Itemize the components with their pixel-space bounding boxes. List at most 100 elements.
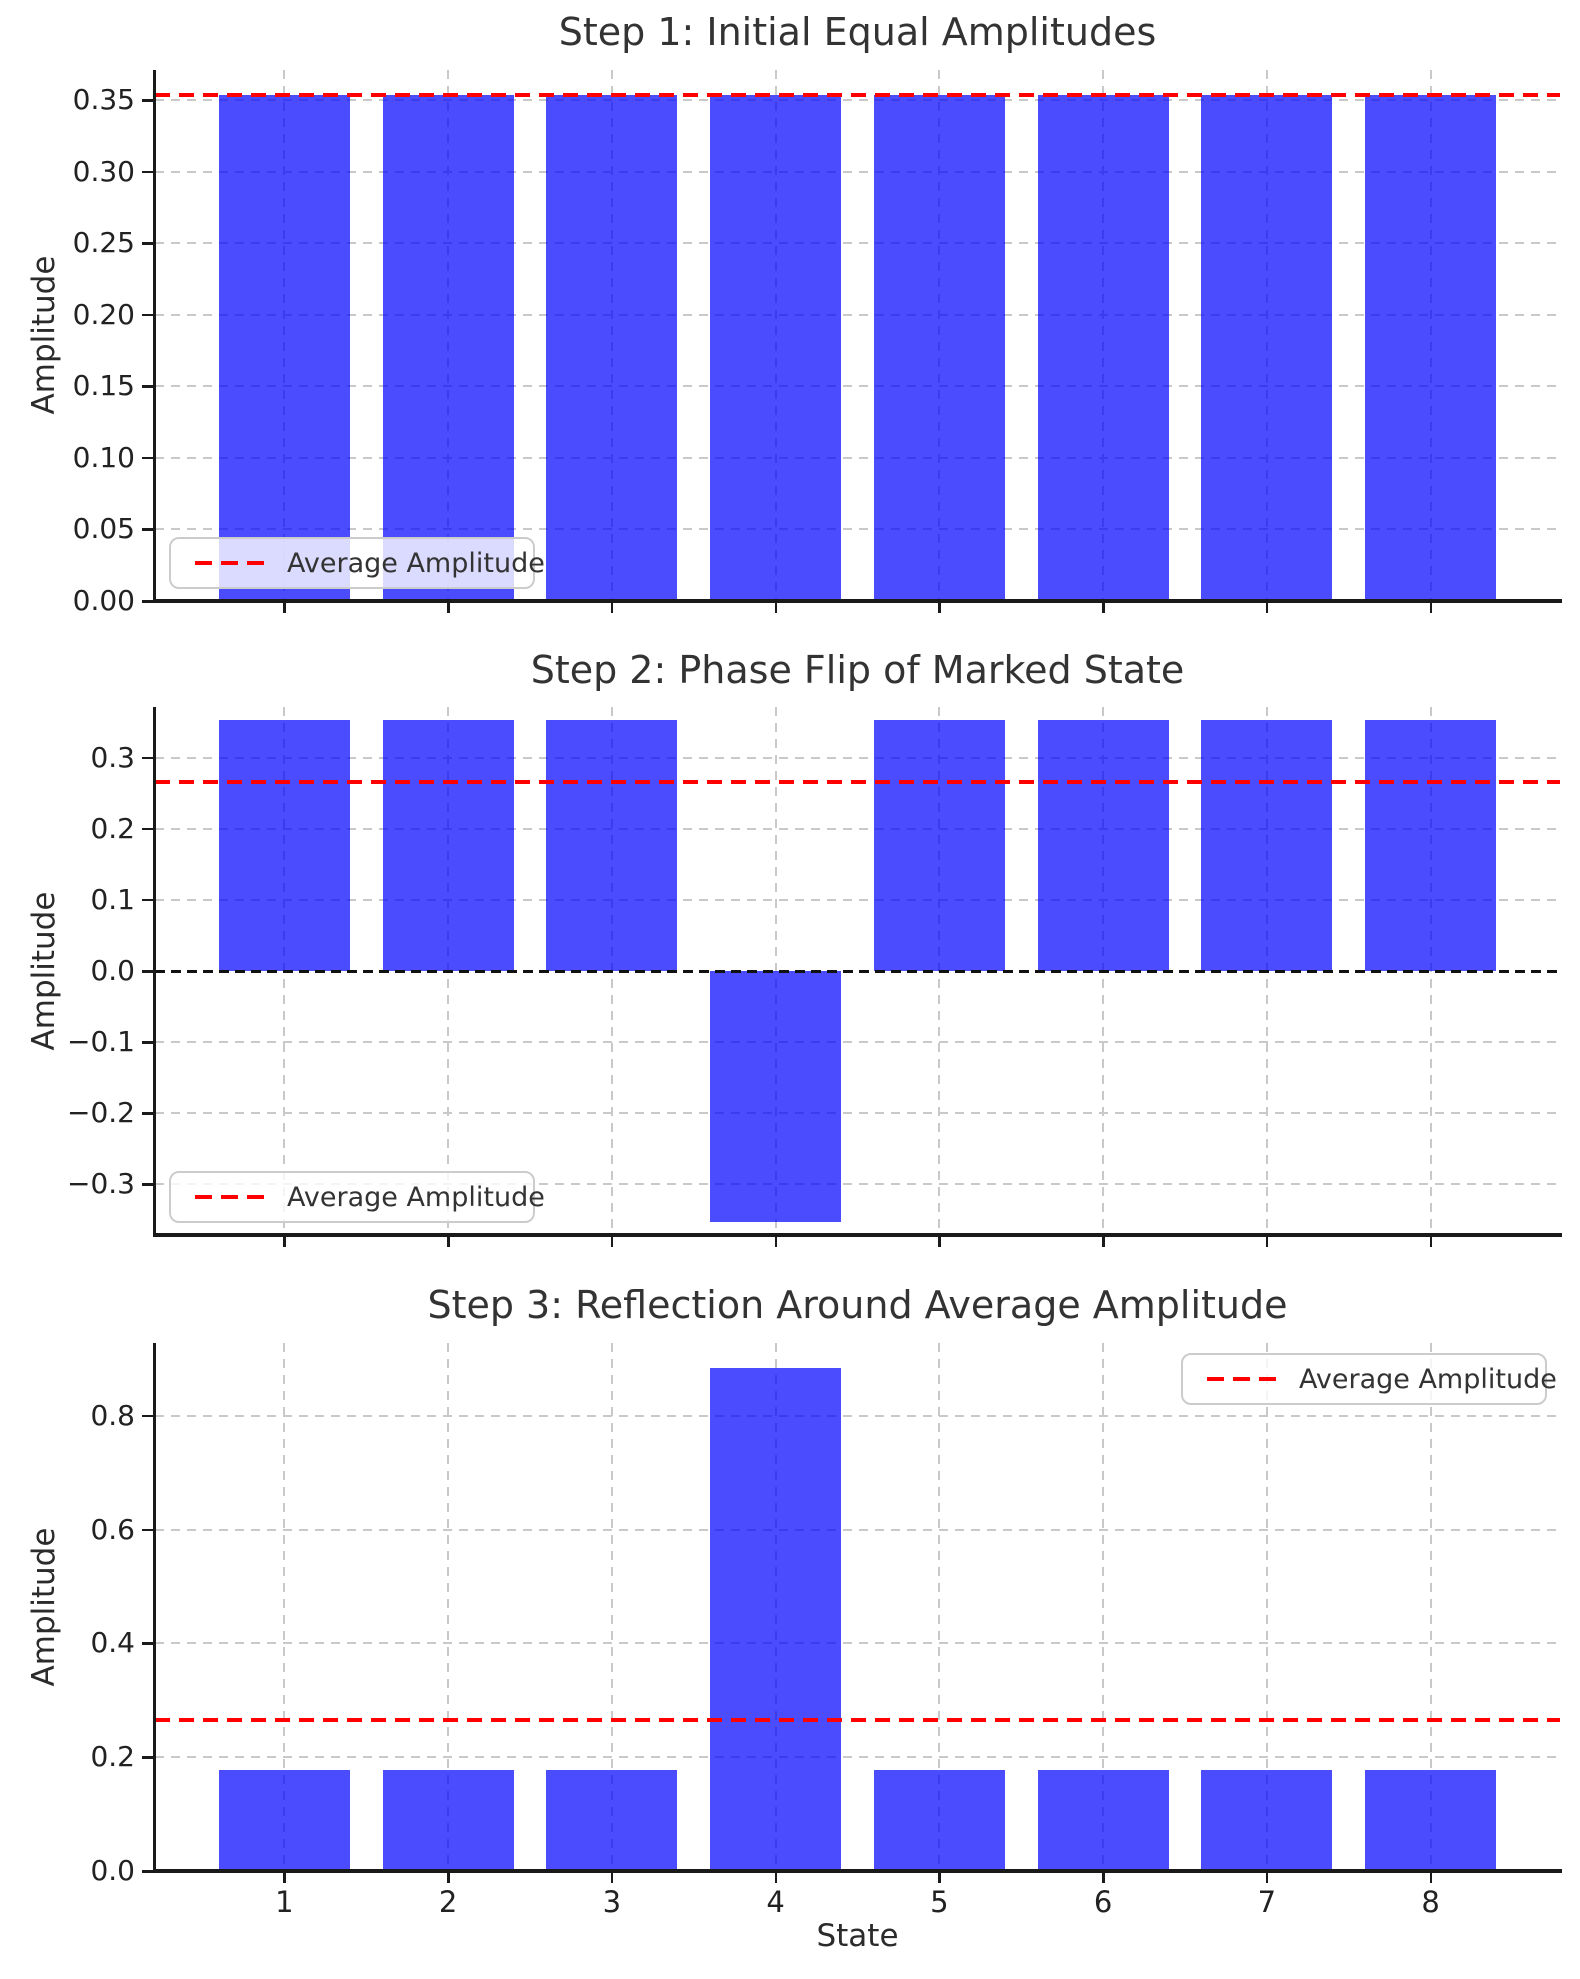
- amplitude-bar-state-5: [873, 95, 1005, 601]
- y-tick: [142, 170, 155, 174]
- y-tick-label: 0.10: [72, 440, 135, 474]
- x-axis-spine: [153, 1869, 1562, 1873]
- axes-step3: 0.0 0.2 0.4 0.6 0.8 1 2 3 4 5 6 7 8 Average Amplitude: [90, 1343, 1562, 1919]
- legend-box: Average Amplitude: [1181, 1353, 1557, 1405]
- gridline-horizontal: [155, 1528, 1560, 1531]
- gridline-horizontal: [155, 898, 1560, 901]
- x-tick: [938, 1871, 941, 1883]
- gridline-vertical: [447, 1343, 450, 1871]
- x-tick: [610, 1235, 614, 1247]
- y-tick: [142, 1041, 155, 1044]
- amplitude-bar-state-6: [1037, 719, 1169, 971]
- y-tick: [142, 1183, 155, 1186]
- amplitude-bar-state-3: [546, 95, 678, 601]
- x-tick: [1429, 1871, 1433, 1883]
- amplitude-bar-state-2: [382, 719, 514, 971]
- y-tick-label: −0.2: [67, 1096, 135, 1130]
- gridline-horizontal: [155, 1041, 1560, 1044]
- x-tick: [447, 601, 450, 613]
- y-tick: [142, 1870, 155, 1873]
- average-line-legend-sample: [195, 1194, 266, 1200]
- gridline-horizontal: [155, 1183, 1560, 1186]
- x-tick: [610, 601, 614, 613]
- axes-step2: −0.3 −0.2 −0.1 0.0 0.1 0.2 0.3 Average Amplitud…: [67, 707, 1562, 1247]
- y-tick-label: 0.0: [90, 1854, 135, 1887]
- x-tick-label: 6: [1093, 1885, 1113, 1919]
- amplitude-bar-state-4: [710, 95, 842, 601]
- y-tick: [142, 1528, 155, 1532]
- gridline-horizontal: [155, 456, 1560, 459]
- x-tick: [1265, 601, 1269, 613]
- gridline-vertical: [610, 1343, 613, 1871]
- y-tick: [142, 242, 155, 245]
- y-tick: [142, 1756, 155, 1759]
- subplot1-title: Step 1: Initial Equal Amplitudes: [558, 10, 1157, 54]
- y-axis-spine: [153, 70, 156, 602]
- amplitude-bar-state-1: [218, 95, 350, 601]
- y-tick: [142, 313, 155, 317]
- y-tick-label: 0.35: [72, 83, 135, 117]
- amplitude-bar-state-4: [710, 971, 842, 1223]
- amplitude-bar-state-2: [382, 95, 514, 601]
- legend-label: Average Amplitude: [287, 1181, 545, 1213]
- average-amplitude-line: [155, 93, 1560, 98]
- x-tick-label: 7: [1257, 1885, 1277, 1919]
- subplot2-title: Step 2: Phase Flip of Marked State: [530, 648, 1185, 692]
- gridline-vertical: [1102, 1343, 1105, 1871]
- y-tick-label: −0.1: [67, 1025, 135, 1059]
- y-tick: [142, 756, 155, 760]
- amplitude-bar-state-7: [1201, 95, 1333, 601]
- x-tick: [774, 1871, 778, 1883]
- amplitude-bar-state-1: [218, 1770, 350, 1871]
- gridline-horizontal: [155, 756, 1560, 759]
- x-tick: [283, 1871, 286, 1883]
- y-tick-label: 0.2: [90, 1740, 135, 1774]
- x-tick-label: 3: [602, 1885, 622, 1919]
- y-tick: [142, 1642, 155, 1645]
- x-tick: [938, 1235, 941, 1247]
- gridline-horizontal: [155, 1112, 1560, 1115]
- y-tick-label: 0.4: [90, 1626, 135, 1660]
- x-tick: [1429, 601, 1433, 613]
- y-tick-label: 0.3: [90, 740, 135, 774]
- gridline-vertical: [1265, 1343, 1268, 1871]
- y-tick: [142, 827, 155, 831]
- gridline-horizontal: [155, 1756, 1560, 1759]
- y-tick: [142, 898, 155, 902]
- amplitude-bar-state-8: [1365, 719, 1497, 971]
- y-tick: [142, 600, 155, 603]
- x-axis-label: State: [816, 1918, 899, 1954]
- y-tick-label: −0.3: [67, 1167, 135, 1201]
- amplitude-bar-state-3: [546, 1770, 678, 1871]
- amplitude-bar-state-2: [382, 1770, 514, 1871]
- x-tick: [1102, 1871, 1105, 1883]
- x-tick: [1265, 1871, 1269, 1883]
- x-tick: [774, 1235, 778, 1247]
- y-tick: [142, 99, 155, 102]
- average-amplitude-line: [155, 1718, 1560, 1723]
- y-tick-label: 0.8: [90, 1398, 135, 1432]
- gridline-horizontal: [155, 99, 1560, 102]
- average-line-legend-sample: [1207, 1376, 1278, 1382]
- x-tick: [1102, 1235, 1105, 1247]
- gridline-vertical: [283, 1343, 286, 1871]
- axes-step1: 0.00 0.05 0.10 0.15 0.20 0.25 0.30 0.35 Average …: [73, 70, 1562, 617]
- average-amplitude-line: [155, 780, 1560, 785]
- gridline-horizontal: [155, 827, 1560, 830]
- amplitude-bar-state-6: [1037, 95, 1169, 601]
- y-tick: [142, 385, 155, 388]
- gridline-horizontal: [155, 242, 1560, 245]
- amplitude-bar-state-3: [546, 719, 678, 971]
- gridline-vertical: [938, 1343, 941, 1871]
- y-axis-spine: [153, 1343, 156, 1872]
- gridline-horizontal: [155, 313, 1560, 316]
- y-tick: [142, 528, 155, 531]
- x-tick: [447, 1871, 450, 1883]
- legend-label: Average Amplitude: [1299, 1363, 1557, 1395]
- gridline-horizontal: [155, 170, 1560, 173]
- y-tick-label: 0.30: [72, 154, 135, 188]
- y-tick-label: 0.15: [72, 369, 135, 403]
- y-tick-label: 0.0: [90, 954, 135, 987]
- y-tick-label: 0.00: [72, 584, 135, 617]
- y-tick-label: 0.2: [90, 811, 135, 845]
